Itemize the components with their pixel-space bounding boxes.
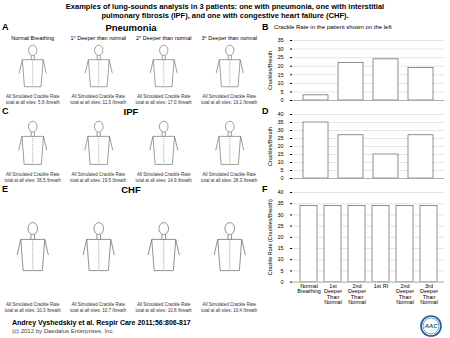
html-text:All Simulated Crackle Rate tot: All Simulated Crackle Rate total at all … <box>135 172 192 183</box>
html-text:F: F <box>262 184 268 194</box>
svg-text:25: 25 <box>277 54 283 60</box>
svg-text:35: 35 <box>277 119 283 125</box>
svg-text:25: 25 <box>277 223 283 229</box>
html-text:All Simulated Crackle Rate tot: All Simulated Crackle Rate total at all … <box>201 94 258 105</box>
html-text:CHF: CHF <box>121 184 141 195</box>
html-text:C: C <box>2 106 9 116</box>
svg-text:40: 40 <box>277 111 283 117</box>
svg-text:40: 40 <box>277 189 283 195</box>
svg-text:Crackles/Breath: Crackles/Breath <box>267 51 273 90</box>
svg-text:15: 15 <box>277 245 283 251</box>
svg-text:Crackles/Breath: Crackles/Breath <box>267 127 273 166</box>
html-text:Andrey Vyshedskiy et al. Respi: Andrey Vyshedskiy et al. Respir Care 201… <box>12 318 191 326</box>
html-text:All Simulated Crackle Rate tot: All Simulated Crackle Rate total at all … <box>5 94 60 105</box>
html-text:Examples of lung-sounds analys: Examples of lung-sounds analysis in 3 pa… <box>65 2 385 20</box>
svg-text:30: 30 <box>277 46 283 52</box>
svg-text:Crackle Rate (Crackles/Breath): Crackle Rate (Crackles/Breath) <box>267 199 273 275</box>
html-text:All Simulated Crackle Rate tot: All Simulated Crackle Rate total at all … <box>4 172 61 183</box>
svg-text:NormalBreathing: NormalBreathing <box>297 283 321 295</box>
html-text:3° Deeper than normal: 3° Deeper than normal <box>201 35 257 41</box>
svg-text:1st RI: 1st RI <box>374 283 389 289</box>
svg-text:35: 35 <box>277 37 283 43</box>
html-text:All Simulated Crackle Rate tot: All Simulated Crackle Rate total at all … <box>70 94 127 105</box>
html-text:All Simulated Crackle Rate tot: All Simulated Crackle Rate total at all … <box>70 302 127 313</box>
svg-text:30: 30 <box>277 127 283 133</box>
html-text:All Simulated Crackle Rate tot: All Simulated Crackle Rate total at all … <box>135 302 192 313</box>
html-text:D: D <box>262 106 269 116</box>
svg-text:0: 0 <box>280 175 283 181</box>
html-text:A: A <box>2 22 9 32</box>
html-text:All Simulated Crackle Rate tot: All Simulated Crackle Rate total at all … <box>135 94 192 105</box>
html-text:Pneumonia: Pneumonia <box>105 22 157 33</box>
svg-text:5: 5 <box>280 167 283 173</box>
svg-text:15: 15 <box>277 151 283 157</box>
svg-text:2ndDeeperThanNormal: 2ndDeeperThanNormal <box>348 283 366 306</box>
html-text:All Simulated Crackle Rate tot: All Simulated Crackle Rate total at all … <box>201 302 258 313</box>
html-text:1° Deeper than normal: 1° Deeper than normal <box>70 35 126 41</box>
svg-text:20: 20 <box>277 63 283 69</box>
svg-text:10: 10 <box>277 256 283 262</box>
svg-text:20: 20 <box>277 143 283 149</box>
html-text:All Simulated Crackle Rate tot: All Simulated Crackle Rate total at all … <box>70 172 127 183</box>
html-text:2° Deeper than normal: 2° Deeper than normal <box>136 35 192 41</box>
html-text:IPF: IPF <box>123 106 139 117</box>
html-text:B: B <box>262 22 269 32</box>
svg-text:35: 35 <box>277 200 283 206</box>
svg-text:AAC: AAC <box>424 323 439 329</box>
svg-text:10: 10 <box>277 159 283 165</box>
svg-text:3rdDeeperThanNormal: 3rdDeeperThanNormal <box>420 283 438 306</box>
svg-text:5: 5 <box>280 268 283 274</box>
svg-text:1stDeeperThanNormal: 1stDeeperThanNormal <box>324 283 342 306</box>
html-text:All Simulated Crackle Rate tot: All Simulated Crackle Rate total at all … <box>201 172 258 183</box>
svg-text:5: 5 <box>280 89 283 95</box>
svg-text:2ndDeeperThanNormal: 2ndDeeperThanNormal <box>396 283 414 306</box>
html-text:E: E <box>2 184 8 194</box>
svg-text:0: 0 <box>280 279 283 285</box>
html-text:All Simulated Crackle Rate tot: All Simulated Crackle Rate total at all … <box>4 302 61 313</box>
svg-text:25: 25 <box>277 135 283 141</box>
html-text:Crackle Rate in the patient sh: Crackle Rate in the patient shown on the… <box>274 24 392 30</box>
svg-text:10: 10 <box>277 80 283 86</box>
html-text:Normal Breathing: Normal Breathing <box>11 35 55 41</box>
svg-text:15: 15 <box>277 72 283 78</box>
svg-text:20: 20 <box>277 234 283 240</box>
svg-text:0: 0 <box>280 97 283 103</box>
html-text:(c) 2012 by Daedalus Enterpris: (c) 2012 by Daedalus Enterprises, Inc. <box>12 327 115 334</box>
svg-text:30: 30 <box>277 212 283 218</box>
